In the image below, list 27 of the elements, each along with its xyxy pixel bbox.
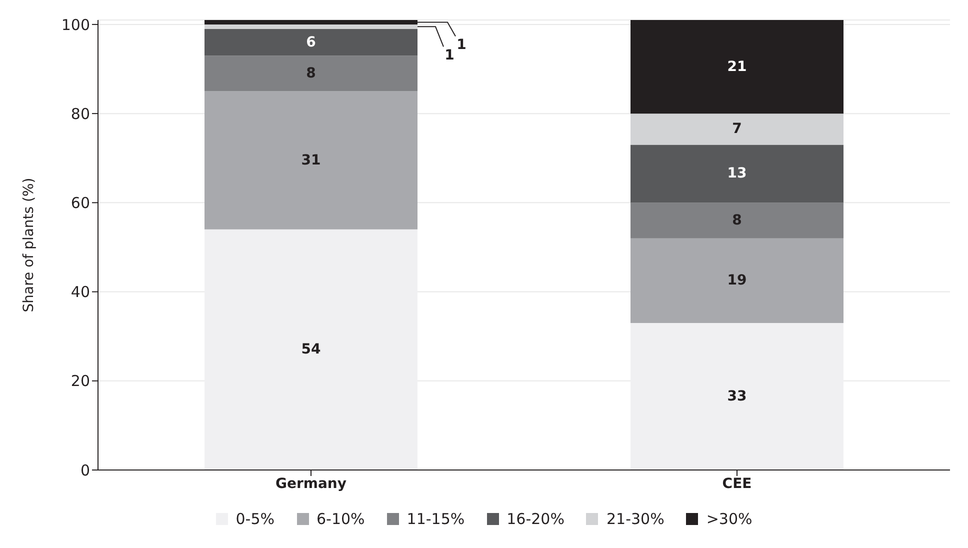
y-tick-label: 20 [70,372,90,390]
data-label: 7 [732,121,742,138]
legend-label: >30% [705,510,752,528]
data-label: 54 [301,342,321,358]
x-tick-label: Germany [275,476,347,492]
data-label: 1 [456,37,466,54]
x-tick-label: CEE [722,476,752,492]
y-tick-label: 80 [70,104,90,123]
data-label: 13 [727,166,747,182]
legend-label: 11-15% [406,510,465,528]
data-label: 19 [727,272,747,289]
y-tick-label: 0 [80,461,90,480]
legend-label: 21-30% [605,510,664,528]
data-label: 21 [727,58,747,75]
legend-label: 0-5% [234,510,274,528]
y-axis-title: Share of plants (%) [20,178,37,312]
data-label: 8 [732,212,742,228]
y-tick-label: 40 [70,283,90,302]
legend-label: 6-10% [316,510,365,528]
y-tick-label: 60 [70,194,90,212]
data-label: 33 [727,388,747,404]
y-tick-label: 100 [61,16,90,34]
data-label: 31 [301,152,321,168]
legend-label: 16-20% [506,510,564,528]
data-label: 6 [306,34,316,50]
data-label: 1 [444,48,454,64]
data-label: 8 [306,65,316,82]
